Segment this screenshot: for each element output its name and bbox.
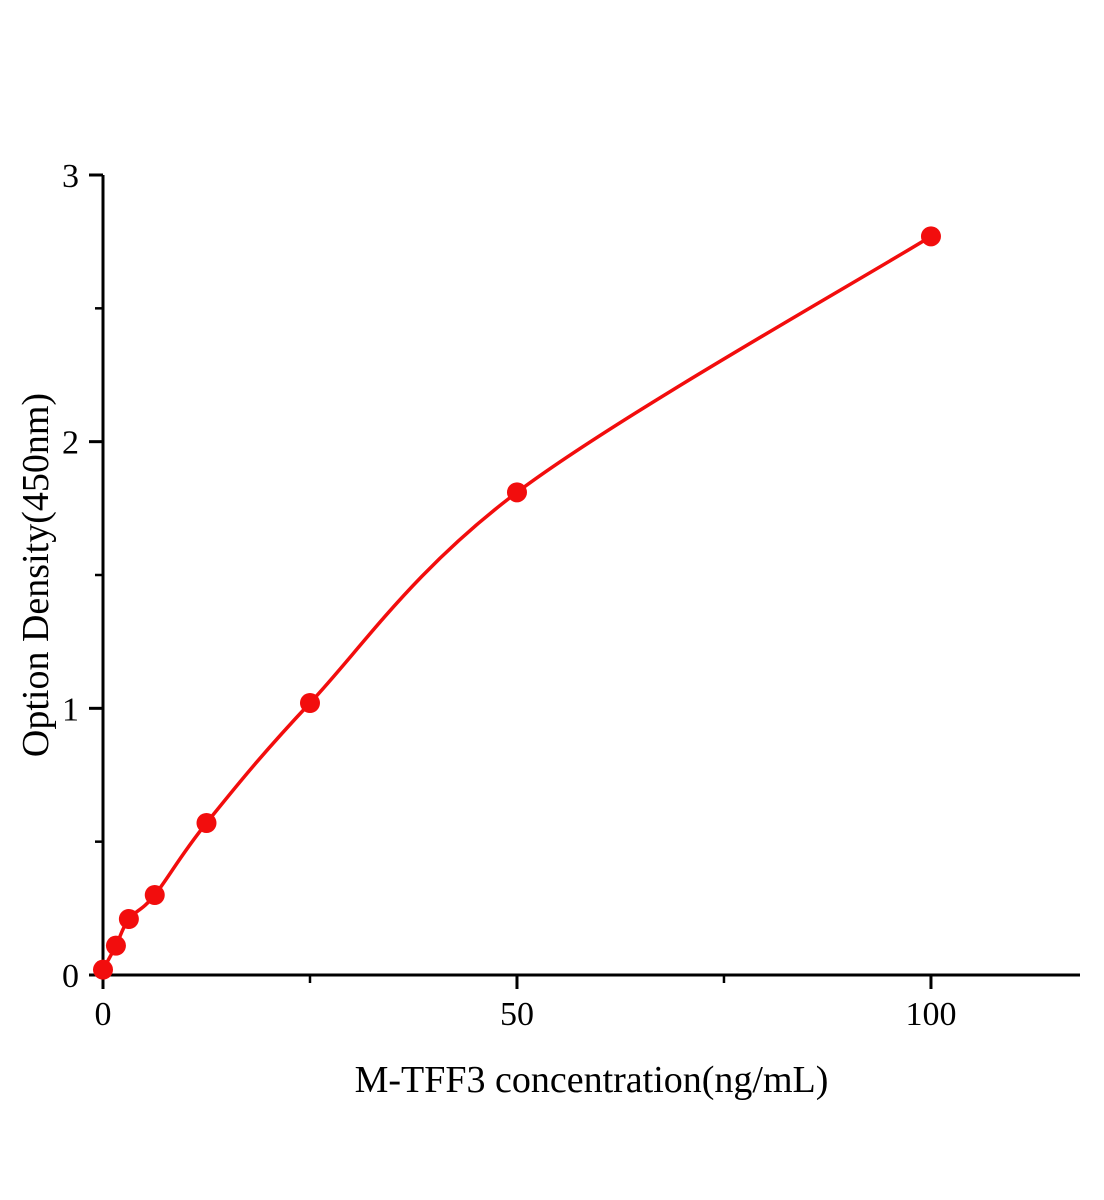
axes <box>101 175 1080 977</box>
data-point <box>93 959 113 980</box>
data-point <box>118 909 139 929</box>
data-point <box>299 693 320 713</box>
y-axis-label: Option Density(450nm) <box>15 392 57 758</box>
y-tick-label: 0 <box>62 958 79 995</box>
y-tick-label: 3 <box>62 158 79 195</box>
y-tick-label: 1 <box>62 691 79 728</box>
x-axis-label: M-TFF3 concentration(ng/mL) <box>354 1059 829 1101</box>
x-tick-label: 0 <box>95 996 112 1033</box>
fit-curve <box>101 234 933 972</box>
data-point <box>196 813 217 833</box>
y-tick-label: 2 <box>62 425 79 462</box>
x-tick-label: 50 <box>500 996 534 1033</box>
data-point <box>506 482 527 503</box>
data-point <box>105 935 126 956</box>
x-tick-label: 100 <box>905 996 956 1033</box>
data-point <box>920 226 941 247</box>
data-point <box>144 885 165 905</box>
